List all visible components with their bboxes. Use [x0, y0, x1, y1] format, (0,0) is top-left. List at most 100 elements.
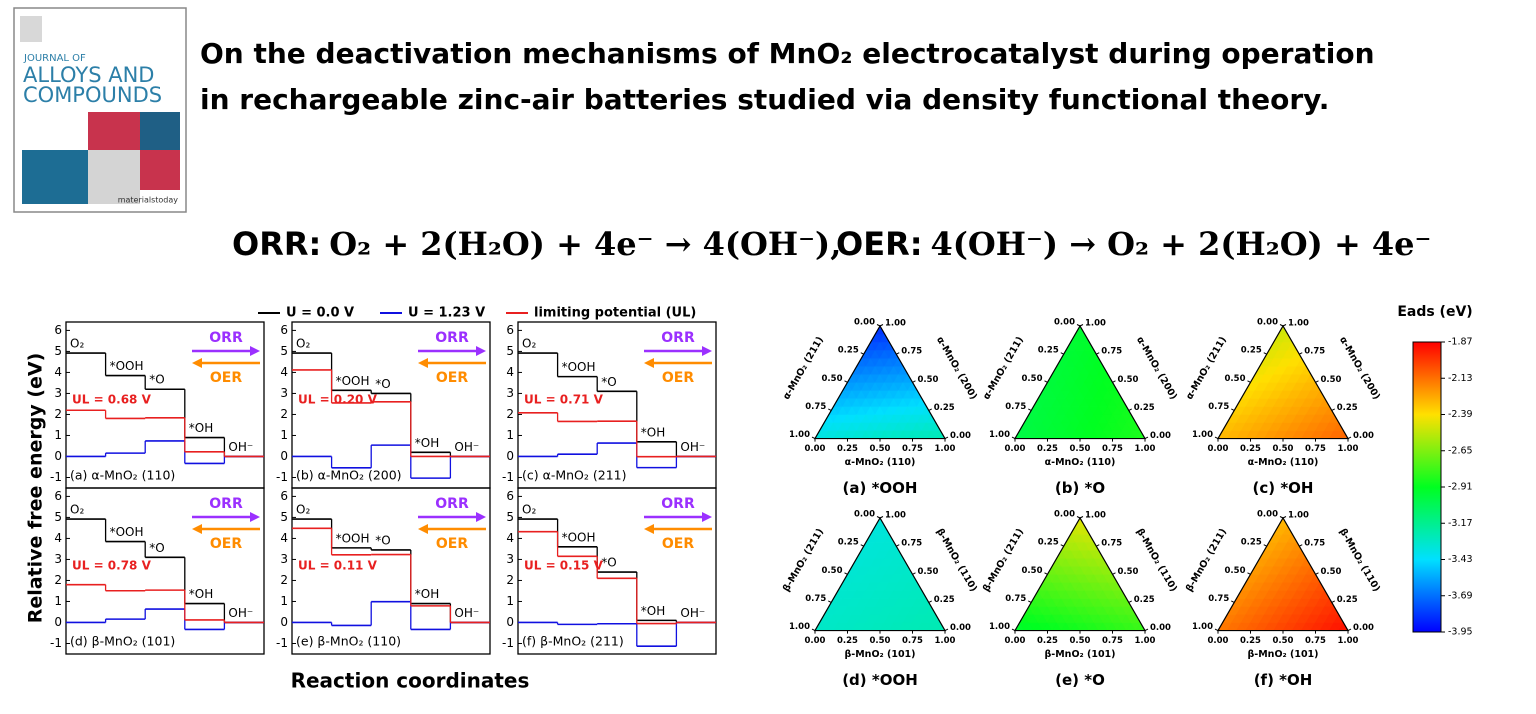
ternary-tick-label: 1.00 — [789, 622, 810, 632]
colorbar-tick-label: -3.69 — [1448, 590, 1473, 601]
orr-arrow-head — [250, 512, 260, 522]
level-label: OH⁻ — [680, 606, 705, 620]
y-tick-label: 4 — [54, 365, 62, 379]
y-tick-label: 1 — [54, 594, 62, 608]
ternary-tick-label: 1.00 — [1085, 319, 1106, 329]
oer-label: OER — [436, 536, 468, 552]
ternary-tick — [1112, 380, 1116, 383]
level-label: *O — [149, 541, 164, 555]
ternary-tick-label: 0.00 — [1005, 444, 1026, 454]
ternary-tick-label: 0.25 — [1037, 444, 1058, 454]
ternary-tick-label: 0.50 — [1273, 636, 1294, 646]
panel-label: (a) α-MnO₂ (110) — [70, 468, 175, 483]
panel-label: (c) α-MnO₂ (211) — [522, 468, 627, 483]
ternary-tick-label: 0.25 — [1241, 538, 1262, 548]
orr-label: ORR — [209, 330, 243, 346]
ternary-axis-label: β-MnO₂ (101) — [1247, 649, 1318, 660]
ternary-tick — [1315, 572, 1319, 575]
oer-arrow-head — [418, 358, 428, 368]
level-label: *OOH — [336, 374, 370, 388]
ternary-tick — [944, 628, 949, 632]
ternary-tick — [1214, 628, 1219, 632]
ternary-tick — [1060, 544, 1064, 547]
ternary-tick-label: 0.50 — [1321, 567, 1342, 577]
ternary-tick — [1231, 600, 1235, 603]
y-tick-label: 5 — [506, 344, 514, 358]
cover-publisher: materialstoday — [118, 196, 179, 205]
level-label: *O — [375, 377, 390, 391]
colorbar-tick-label: -3.95 — [1448, 627, 1473, 638]
y-tick-label: 6 — [54, 323, 62, 337]
ternary-tick-label: 0.25 — [1241, 346, 1262, 356]
level-label: OH⁻ — [454, 606, 479, 620]
ternary-tick — [1128, 600, 1132, 603]
y-tick-label: 2 — [280, 407, 288, 421]
y-tick-label: 6 — [506, 323, 514, 337]
ternary-tick — [844, 572, 848, 575]
ternary-tick-label: 0.75 — [1005, 594, 1026, 604]
ternary-tick — [1044, 572, 1048, 575]
y-tick-label: 2 — [54, 573, 62, 587]
y-tick-label: 5 — [506, 510, 514, 524]
ternary-caption: (d) *OOH — [842, 671, 918, 689]
cover-block — [88, 112, 140, 150]
ternary-tick — [1347, 628, 1352, 632]
ternary-caption: (f) *OH — [1254, 671, 1313, 689]
y-tick-label: -1 — [502, 636, 514, 650]
ternary-tick-label: 0.75 — [1304, 539, 1325, 549]
ternary-axis-label: α-MnO₂ (200) — [934, 335, 979, 402]
oer-label: OER — [662, 370, 694, 386]
ternary-tick-label: 1.00 — [1338, 444, 1359, 454]
ternary-tick — [811, 436, 816, 440]
y-tick-label: 0 — [54, 449, 62, 463]
ternary-cell — [874, 517, 886, 527]
colorbar-tick-label: -3.43 — [1448, 554, 1473, 565]
y-tick-label: 6 — [280, 489, 288, 503]
level-label: O₂ — [522, 503, 536, 517]
ternary-caption: (b) *O — [1055, 479, 1105, 497]
ul-label: UL = 0.15 V — [524, 559, 604, 573]
y-tick-label: 5 — [280, 510, 288, 524]
orr-label: ORR — [209, 496, 243, 512]
level-label: *OH — [641, 604, 665, 618]
ternary-tick-label: 0.00 — [1353, 623, 1374, 633]
ternary-tick — [1060, 352, 1064, 355]
ternary-tick — [1096, 544, 1100, 547]
y-tick-label: 0 — [506, 449, 514, 463]
ternary-tick-label: 1.00 — [885, 511, 906, 521]
level-label: *O — [601, 556, 616, 570]
y-tick-label: 4 — [54, 531, 62, 545]
ternary-tick — [1263, 544, 1267, 547]
equation-formula: O₂ + 2(H₂O) + 4e⁻ → 4(OH⁻), — [329, 225, 841, 263]
ternary-cell — [1277, 325, 1289, 335]
ternary-tick-label: 0.25 — [837, 636, 858, 646]
ternary-tick — [1076, 324, 1081, 327]
ternary-tick-label: 0.00 — [1150, 431, 1171, 441]
plot-frame — [517, 487, 717, 655]
ternary-tick-label: 1.00 — [935, 444, 956, 454]
equation: OER: 4(OH⁻) → O₂ + 2(H₂O) + 4e⁻ — [836, 225, 1431, 264]
y-tick-label: -1 — [276, 636, 288, 650]
ternary-tick-label: 0.00 — [1208, 636, 1229, 646]
ternary-tick-label: 0.75 — [1208, 594, 1229, 604]
ternary-tick — [876, 324, 881, 327]
ternary-axis-label: α-MnO₂ (211) — [981, 335, 1026, 402]
oer-label: OER — [210, 536, 242, 552]
ternary-tick — [912, 572, 916, 575]
y-tick-label: 1 — [506, 428, 514, 442]
ternary-tick-label: 0.00 — [950, 431, 971, 441]
ternary-tick — [1028, 600, 1032, 603]
colorbar-tick-label: -2.65 — [1448, 445, 1473, 456]
level-label: O₂ — [296, 337, 310, 351]
y-tick-label: -1 — [50, 470, 62, 484]
ternary-tick-label: 0.50 — [1022, 374, 1043, 384]
oer-arrow-head — [192, 524, 202, 534]
x-axis-label: Reaction coordinates — [291, 669, 530, 693]
colorbar-tick-label: -2.39 — [1448, 409, 1473, 420]
y-tick-label: 4 — [506, 365, 514, 379]
ul-label: UL = 0.68 V — [72, 393, 152, 407]
level-label: *O — [601, 375, 616, 389]
ternary-tick-label: 0.25 — [1038, 346, 1059, 356]
level-label: *OH — [415, 436, 439, 450]
ternary-tick — [1299, 352, 1303, 355]
